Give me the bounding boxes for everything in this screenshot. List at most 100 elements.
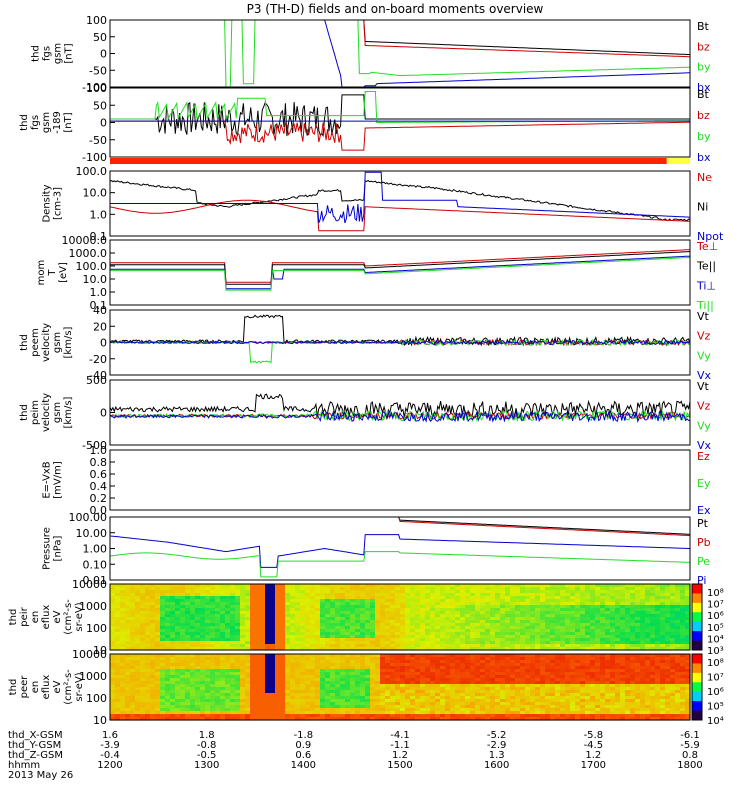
spectro-cell — [595, 660, 601, 664]
spectro-cell — [290, 690, 296, 694]
spectro-cell — [630, 647, 636, 651]
spectro-cell — [220, 693, 226, 697]
spectro-cell — [335, 708, 341, 712]
spectro-cell — [605, 702, 611, 706]
spectro-cell — [230, 660, 236, 664]
spectro-cell — [295, 617, 301, 621]
spectro-cell — [430, 596, 436, 600]
spectro-cell — [275, 590, 281, 594]
spectro-cell — [465, 641, 471, 645]
spectro-cell — [625, 584, 631, 588]
spectro-cell — [185, 687, 191, 691]
spectro-cell — [280, 666, 286, 670]
spectro-cell — [475, 599, 481, 603]
y-axis-label-line: mom — [36, 260, 47, 286]
spectro-cell — [645, 611, 651, 615]
spectro-cell — [355, 602, 361, 606]
spectro-cell — [275, 708, 281, 712]
spectro-cell — [370, 711, 376, 715]
spectro-cell — [400, 711, 406, 715]
spectro-cell — [220, 699, 226, 703]
spectro-cell — [125, 635, 131, 639]
spectro-cell — [490, 687, 496, 691]
spectro-cell — [400, 593, 406, 597]
spectro-cell — [440, 708, 446, 712]
spectro-cell — [330, 666, 336, 670]
spectro-cell — [135, 717, 141, 721]
spectro-cell — [200, 626, 206, 630]
spectro-cell — [435, 669, 441, 673]
spectro-cell — [420, 681, 426, 685]
spectro-cell — [620, 608, 626, 612]
ion-spectrogram — [110, 584, 691, 651]
spectro-cell — [140, 672, 146, 676]
spectro-cell — [650, 623, 656, 627]
spectro-cell — [500, 605, 506, 609]
spectro-cell — [175, 699, 181, 703]
spectro-cell — [595, 654, 601, 658]
spectro-cell — [120, 681, 126, 685]
spectro-cell — [270, 678, 276, 682]
spectro-cell — [385, 608, 391, 612]
spectro-cell — [185, 696, 191, 700]
spectro-cell — [210, 687, 216, 691]
spectro-cell — [415, 705, 421, 709]
spectro-cell — [130, 690, 136, 694]
spectro-cell — [660, 620, 666, 624]
spectro-cell — [265, 584, 271, 588]
spectro-cell — [525, 708, 531, 712]
spectro-cell — [575, 693, 581, 697]
spectro-cell — [570, 714, 576, 718]
spectro-cell — [250, 623, 256, 627]
spectro-cell — [335, 614, 341, 618]
spectro-cell — [265, 605, 271, 609]
spectro-cell — [250, 632, 256, 636]
spectro-cell — [635, 632, 641, 636]
spectro-cell — [610, 629, 616, 633]
spectro-cell — [120, 593, 126, 597]
spectro-cell — [220, 608, 226, 612]
spectro-cell — [175, 708, 181, 712]
spectro-cell — [295, 693, 301, 697]
colorbar-segment — [692, 682, 702, 693]
spectro-cell — [570, 669, 576, 673]
spectro-cell — [210, 666, 216, 670]
spectro-cell — [190, 596, 196, 600]
spectro-cell — [595, 596, 601, 600]
spectro-cell — [560, 678, 566, 682]
spectro-cell — [210, 669, 216, 673]
spectro-cell — [250, 611, 256, 615]
spectro-cell — [470, 647, 476, 651]
spectro-cell — [510, 657, 516, 661]
spectro-cell — [650, 647, 656, 651]
spectro-cell — [350, 626, 356, 630]
spectro-cell — [175, 684, 181, 688]
spectro-cell — [245, 657, 251, 661]
spectro-cell — [260, 711, 266, 715]
spectro-cell — [625, 590, 631, 594]
spectro-cell — [365, 717, 371, 721]
spectro-cell — [590, 663, 596, 667]
spectro-cell — [645, 635, 651, 639]
spectro-cell — [150, 629, 156, 633]
spectro-cell — [135, 678, 141, 682]
spectro-cell — [405, 608, 411, 612]
spectro-cell — [345, 714, 351, 718]
spectro-cell — [585, 666, 591, 670]
spectro-cell — [560, 672, 566, 676]
spectro-cell — [115, 623, 121, 627]
spectro-cell — [635, 596, 641, 600]
spectro-cell — [440, 684, 446, 688]
spectro-cell — [575, 611, 581, 615]
spectro-cell — [120, 626, 126, 630]
spectro-cell — [590, 666, 596, 670]
spectro-cell — [505, 705, 511, 709]
spectro-cell — [265, 681, 271, 685]
spectro-cell — [635, 620, 641, 624]
spectro-cell — [370, 705, 376, 709]
spectro-cell — [475, 590, 481, 594]
spectro-cell — [565, 605, 571, 609]
spectro-cell — [260, 608, 266, 612]
spectro-cell — [215, 663, 221, 667]
